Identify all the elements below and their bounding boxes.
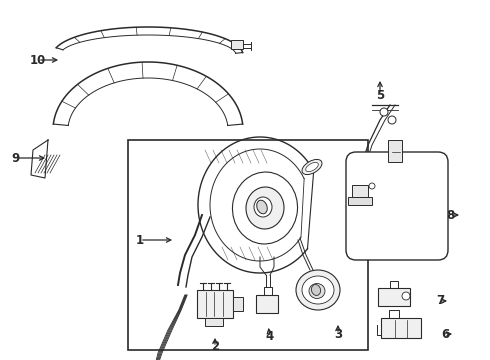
Bar bbox=[231, 40, 243, 49]
Ellipse shape bbox=[254, 197, 272, 217]
FancyBboxPatch shape bbox=[346, 152, 448, 260]
Text: 4: 4 bbox=[266, 330, 274, 343]
Ellipse shape bbox=[309, 284, 325, 298]
Ellipse shape bbox=[246, 187, 284, 229]
Bar bbox=[233, 297, 243, 311]
Circle shape bbox=[369, 183, 375, 189]
Circle shape bbox=[388, 116, 396, 124]
Circle shape bbox=[380, 108, 388, 116]
Bar bbox=[256, 295, 278, 313]
Circle shape bbox=[402, 292, 410, 300]
Bar bbox=[205, 318, 223, 326]
Text: 10: 10 bbox=[30, 54, 46, 67]
Text: 3: 3 bbox=[334, 328, 342, 341]
Bar bbox=[128, 140, 368, 350]
Text: 8: 8 bbox=[446, 208, 454, 221]
Ellipse shape bbox=[232, 172, 297, 244]
Bar bbox=[197, 290, 233, 318]
Text: 9: 9 bbox=[11, 152, 19, 165]
Bar bbox=[388, 140, 402, 162]
Ellipse shape bbox=[306, 162, 318, 172]
Ellipse shape bbox=[312, 284, 320, 296]
Bar bbox=[352, 185, 368, 197]
Text: 2: 2 bbox=[211, 341, 219, 354]
Bar bbox=[348, 197, 372, 205]
Ellipse shape bbox=[302, 159, 322, 175]
Text: 7: 7 bbox=[436, 294, 444, 307]
Ellipse shape bbox=[296, 270, 340, 310]
Ellipse shape bbox=[257, 200, 267, 214]
Bar bbox=[378, 288, 410, 306]
Text: 5: 5 bbox=[376, 89, 384, 102]
Ellipse shape bbox=[302, 276, 334, 304]
Bar bbox=[381, 318, 421, 338]
Text: 6: 6 bbox=[441, 328, 449, 341]
Text: 1: 1 bbox=[136, 234, 144, 247]
